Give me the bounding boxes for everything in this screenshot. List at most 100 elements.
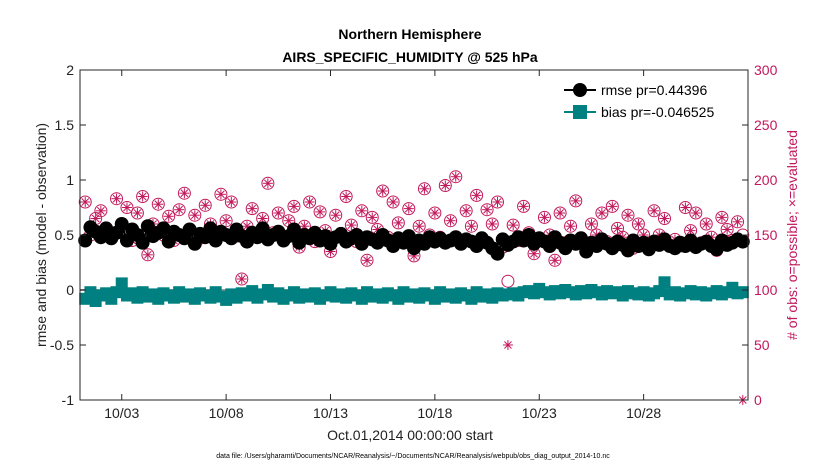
obs-evaluated-point bbox=[247, 203, 258, 214]
obs-evaluated-point bbox=[179, 188, 190, 199]
obs-possible-point bbox=[647, 204, 661, 218]
x-tick-label: 10/13 bbox=[313, 405, 348, 421]
obs-possible-point bbox=[177, 186, 191, 200]
obs-evaluated-point bbox=[95, 205, 106, 216]
chart-legend: rmse pr=0.44396 bias pr=-0.046525 bbox=[558, 76, 742, 124]
obs-possible-point bbox=[162, 209, 176, 223]
legend-rmse-marker bbox=[573, 83, 587, 97]
obs-possible-point bbox=[412, 219, 426, 233]
obs-evaluated-point bbox=[440, 180, 451, 191]
obs-evaluated-point bbox=[487, 219, 498, 229]
obs-possible-point bbox=[720, 223, 734, 236]
legend-bias-label: bias pr=-0.046525 bbox=[601, 104, 714, 120]
obs-possible-point bbox=[699, 217, 713, 231]
obs-evaluated-point bbox=[570, 195, 581, 206]
obs-possible-point bbox=[678, 201, 692, 214]
obs-possible-point bbox=[501, 274, 515, 288]
obs-possible-point bbox=[444, 214, 458, 228]
left-y-tick-label: 1 bbox=[66, 172, 74, 188]
legend-rmse-label: rmse pr=0.44396 bbox=[601, 82, 707, 98]
right-y-tick-label: 150 bbox=[754, 227, 778, 243]
rmse-point bbox=[255, 221, 270, 236]
obs-possible-point bbox=[271, 206, 285, 220]
obs-evaluated-point bbox=[659, 213, 670, 224]
left-y-tick-label: 0 bbox=[66, 282, 74, 298]
obs-possible-point bbox=[438, 179, 452, 192]
obs-evaluated-point bbox=[555, 208, 566, 218]
obs-evaluated-point bbox=[701, 219, 712, 229]
obs-possible-point bbox=[110, 192, 124, 206]
obs-possible-point bbox=[198, 198, 212, 212]
rmse-point bbox=[490, 246, 505, 261]
left-y-axis: -1 -0.5 0 0.5 1 1.5 2 bbox=[50, 62, 86, 408]
right-y-axis-label: # of obs: o=possible; ×=evaluated bbox=[784, 130, 800, 340]
obs-possible-point bbox=[365, 210, 379, 224]
obs-possible-point bbox=[188, 208, 202, 222]
bias-point bbox=[658, 276, 671, 289]
obs-possible-point bbox=[548, 253, 562, 267]
obs-possible-point bbox=[339, 190, 353, 203]
obs-evaluated-point bbox=[539, 212, 550, 223]
bias-point bbox=[736, 286, 749, 299]
rmse-point bbox=[119, 233, 134, 248]
obs-evaluated-point bbox=[612, 223, 623, 234]
obs-possible-point bbox=[224, 195, 238, 209]
obs-evaluated-point bbox=[273, 208, 284, 218]
obs-evaluated-point bbox=[732, 216, 743, 227]
obs-evaluated-point bbox=[377, 186, 388, 196]
obs-evaluated-point bbox=[685, 225, 696, 236]
obs-possible-point bbox=[506, 218, 520, 232]
obs-possible-point bbox=[376, 184, 390, 198]
obs-evaluated-point bbox=[346, 220, 357, 231]
obs-evaluated-point bbox=[492, 197, 503, 207]
obs-evaluated-point bbox=[508, 220, 519, 231]
obs-possible-point bbox=[172, 203, 186, 217]
obs-possible-point bbox=[214, 187, 228, 201]
obs-evaluated-point bbox=[471, 190, 482, 201]
obs-possible-point bbox=[120, 201, 134, 214]
obs-possible-point bbox=[130, 206, 144, 220]
obs-evaluated-point bbox=[215, 189, 226, 200]
chart-subtitle: AIRS_SPECIFIC_HUMIDITY @ 525 hPa bbox=[282, 49, 538, 65]
obs-possible-point bbox=[605, 199, 619, 213]
legend-bias-marker bbox=[573, 105, 587, 119]
obs-evaluated-point bbox=[502, 340, 513, 350]
obs-possible-point bbox=[595, 206, 609, 220]
right-y-tick-label: 200 bbox=[754, 172, 778, 188]
obs-possible-point bbox=[537, 210, 551, 224]
x-tick-label: 10/28 bbox=[626, 405, 661, 421]
obs-evaluated-point bbox=[367, 212, 378, 223]
rmse-series-layer bbox=[78, 217, 750, 261]
obs-evaluated-point bbox=[716, 212, 727, 223]
x-tick-label: 10/03 bbox=[104, 405, 139, 421]
left-y-tick-label: 0.5 bbox=[55, 227, 75, 243]
obs-possible-point bbox=[715, 210, 729, 224]
obs-evaluated-point bbox=[236, 274, 247, 284]
obs-evaluated-point bbox=[429, 208, 440, 218]
obs-evaluated-point bbox=[132, 208, 143, 218]
obs-evaluated-point bbox=[596, 208, 607, 218]
obs-evaluated-point bbox=[680, 202, 691, 213]
obs-evaluated-point bbox=[549, 255, 560, 266]
obs-evaluated-point bbox=[163, 211, 174, 222]
obs-evaluated-point bbox=[221, 215, 232, 226]
obs-possible-point bbox=[428, 206, 442, 220]
obs-possible-point bbox=[360, 253, 374, 267]
obs-possible-point bbox=[449, 170, 463, 184]
obs-evaluated-point bbox=[445, 215, 456, 226]
obs-possible-point bbox=[151, 197, 165, 211]
obs-possible-point bbox=[464, 219, 478, 233]
x-tick-label: 10/18 bbox=[417, 405, 452, 421]
rmse-point bbox=[114, 217, 129, 231]
obs-evaluated-point bbox=[362, 255, 373, 266]
obs-evaluated-point bbox=[586, 219, 597, 229]
obs-evaluated-point bbox=[419, 183, 430, 194]
obs-possible-point bbox=[235, 272, 249, 286]
data-file-footnote: data file: /Users/gharamti/Documents/NCA… bbox=[216, 453, 610, 460]
obs-evaluated-point bbox=[90, 213, 101, 224]
obs-evaluated-point bbox=[200, 200, 211, 211]
left-y-tick-label: 2 bbox=[66, 62, 74, 78]
x-axis: 10/03 10/08 10/13 10/18 10/23 10/28 bbox=[104, 70, 661, 421]
obs-possible-point bbox=[480, 203, 494, 217]
